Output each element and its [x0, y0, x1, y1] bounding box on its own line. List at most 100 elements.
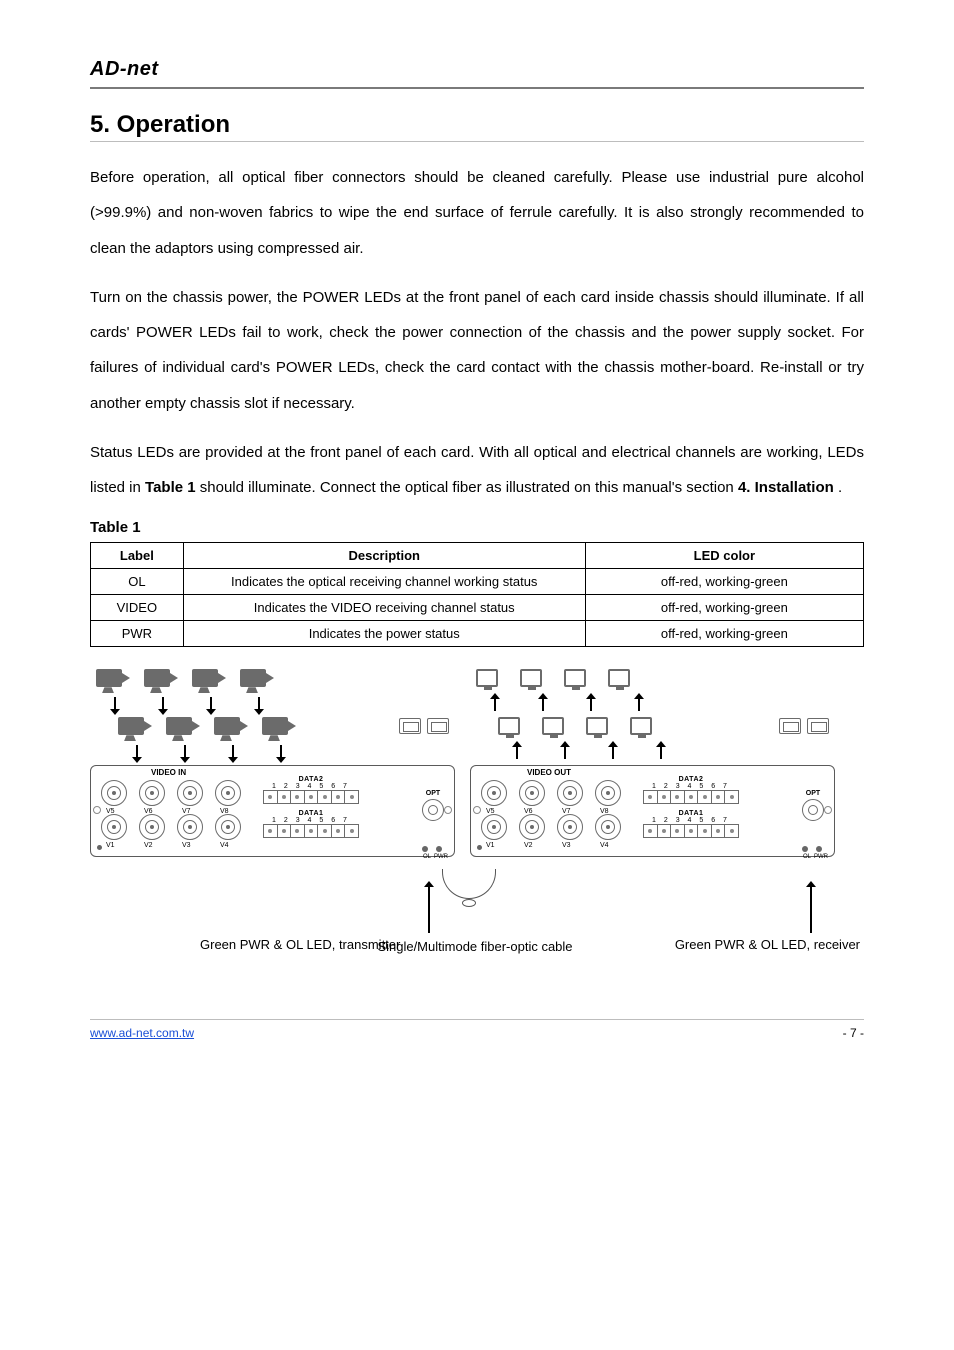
section-rule — [90, 141, 864, 142]
th-color: LED color — [585, 543, 863, 569]
bnc-connector-icon: V6 — [519, 780, 545, 806]
arrow-down-icon — [124, 745, 150, 765]
optical-port: OPT — [802, 790, 824, 821]
td: off-red, working-green — [585, 621, 863, 647]
camera-icon — [240, 669, 266, 687]
callout-left: Green PWR & OL LED, transmitter — [200, 937, 400, 952]
led-pair: OL PWR — [422, 846, 442, 852]
screw-icon — [473, 806, 481, 814]
connection-diagram: VIDEO IN V5 V6 V7 V8 V1 V2 V3 V4 DATA2 1… — [90, 669, 864, 979]
table-row: VIDEO Indicates the VIDEO receiving chan… — [91, 595, 864, 621]
monitor-row-bottom — [498, 717, 835, 735]
transmitter-unit: VIDEO IN V5 V6 V7 V8 V1 V2 V3 V4 DATA2 1… — [90, 669, 455, 857]
bnc-connector-icon: V8 — [215, 780, 241, 806]
data1-block: DATA1 1 2 3 4 5 6 7 — [263, 810, 359, 838]
td: Indicates the VIDEO receiving channel st… — [183, 595, 585, 621]
screw-icon — [824, 806, 832, 814]
bnc-connector-icon: V1 — [101, 814, 127, 840]
monitor-icon — [520, 669, 542, 687]
monitor-icon — [586, 717, 608, 735]
p3-mid: should illuminate. Connect the optical f… — [200, 479, 738, 496]
status-dot-icon — [477, 845, 482, 850]
page-number: - 7 - — [843, 1026, 864, 1040]
monitor-icon — [630, 717, 652, 735]
callout-right: Green PWR & OL LED, receiver — [630, 937, 860, 952]
camera-icon — [262, 717, 288, 735]
data-pins: 1 2 3 4 5 6 7 — [263, 817, 359, 824]
paragraph-2: Turn on the chassis power, the POWER LED… — [90, 280, 864, 421]
td: OL — [91, 569, 184, 595]
table-caption: Table 1 — [90, 519, 864, 536]
monitor-row-top — [476, 669, 835, 687]
screw-icon — [93, 806, 101, 814]
td: off-red, working-green — [585, 595, 863, 621]
table-row: OL Indicates the optical receiving chann… — [91, 569, 864, 595]
camera-icon — [166, 717, 192, 735]
receiver-unit: VIDEO OUT V5 V6 V7 V8 V1 V2 V3 V4 DATA2 … — [470, 669, 835, 857]
header-rule — [90, 87, 864, 89]
monitor-icon — [542, 717, 564, 735]
bnc-connector-icon: V1 — [481, 814, 507, 840]
td: Indicates the optical receiving channel … — [183, 569, 585, 595]
footer-link[interactable]: www.ad-net.com.tw — [90, 1026, 194, 1040]
screw-icon — [444, 806, 452, 814]
table-header-row: Label Description LED color — [91, 543, 864, 569]
bnc-label: V4 — [600, 842, 609, 849]
data-title: DATA2 — [263, 776, 359, 783]
table-row: PWR Indicates the power status off-red, … — [91, 621, 864, 647]
callout-arrow-icon — [810, 887, 812, 933]
arrow-row — [102, 697, 455, 717]
bnc-label: V3 — [562, 842, 571, 849]
bnc-grid: V5 V6 V7 V8 V1 V2 V3 V4 — [101, 780, 243, 842]
data-title: DATA1 — [643, 810, 739, 817]
camera-icon — [96, 669, 122, 687]
data-title: DATA1 — [263, 810, 359, 817]
panel-header-label: VIDEO OUT — [527, 768, 571, 777]
arrow-row — [504, 745, 835, 765]
bnc-connector-icon: V7 — [177, 780, 203, 806]
data1-block: DATA1 1 2 3 4 5 6 7 — [643, 810, 739, 838]
callout-arrow-icon — [428, 887, 430, 933]
terminal-icon — [399, 718, 421, 734]
arrow-row — [482, 697, 835, 717]
optical-port: OPT — [422, 790, 444, 821]
camera-row-top — [96, 669, 455, 687]
td: Indicates the power status — [183, 621, 585, 647]
camera-icon — [214, 717, 240, 735]
ol-led-icon: OL — [422, 846, 428, 852]
arrow-down-icon — [268, 745, 294, 765]
pwr-led-icon: PWR — [436, 846, 442, 852]
led-label: PWR — [433, 854, 449, 860]
camera-icon — [118, 717, 144, 735]
data-terminal-icons — [399, 718, 451, 734]
panel-header-label: VIDEO IN — [151, 768, 186, 777]
arrow-up-icon — [530, 697, 556, 717]
fiber-cable-icon — [442, 869, 498, 909]
opt-label: OPT — [422, 790, 444, 797]
optical-connector-icon — [422, 799, 444, 821]
arrow-up-icon — [504, 745, 530, 765]
bnc-label: V2 — [524, 842, 533, 849]
td: VIDEO — [91, 595, 184, 621]
terminal-icon — [807, 718, 829, 734]
terminal-icon — [779, 718, 801, 734]
paragraph-1: Before operation, all optical fiber conn… — [90, 160, 864, 266]
monitor-icon — [608, 669, 630, 687]
data-terminal-icons — [779, 718, 831, 734]
arrow-down-icon — [172, 745, 198, 765]
bnc-label: V2 — [144, 842, 153, 849]
th-label: Label — [91, 543, 184, 569]
arrow-down-icon — [220, 745, 246, 765]
p3-section-ref: 4. Installation — [738, 479, 834, 496]
arrow-up-icon — [482, 697, 508, 717]
arrow-down-icon — [102, 697, 128, 717]
transmitter-panel: VIDEO IN V5 V6 V7 V8 V1 V2 V3 V4 DATA2 1… — [90, 765, 455, 857]
th-desc: Description — [183, 543, 585, 569]
monitor-icon — [564, 669, 586, 687]
arrow-up-icon — [626, 697, 652, 717]
bnc-label: V1 — [106, 842, 115, 849]
bnc-connector-icon: V3 — [177, 814, 203, 840]
data-connector-icon — [643, 790, 739, 804]
bnc-connector-icon: V7 — [557, 780, 583, 806]
monitor-icon — [498, 717, 520, 735]
